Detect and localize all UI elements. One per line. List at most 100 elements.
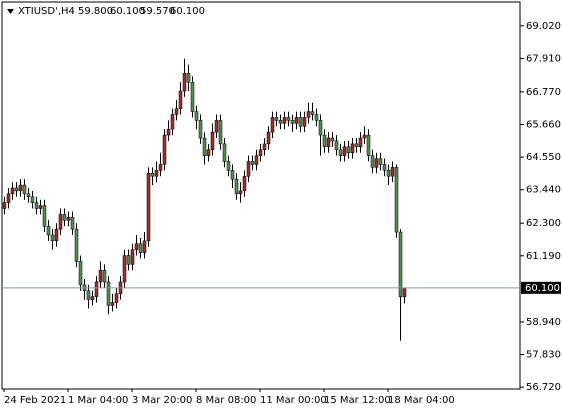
candle-body (258, 149, 263, 156)
candle-body (2, 202, 7, 209)
candle-body (102, 269, 107, 283)
candle-body (14, 187, 19, 192)
last-price-box (521, 281, 561, 294)
candle-body (142, 240, 147, 253)
candle-body (90, 296, 95, 300)
candle-body (222, 143, 227, 162)
candle-body (242, 175, 247, 192)
y-tick-label: 64.550 (526, 152, 561, 163)
y-tick-label: 58.940 (526, 317, 561, 328)
candle-body (150, 173, 155, 177)
candle-body (22, 184, 27, 195)
candle-body (374, 158, 379, 168)
symbol-icon (7, 9, 14, 14)
candle-body (98, 269, 103, 283)
candle-body (66, 217, 71, 221)
candle-body (382, 164, 387, 171)
candle-body (162, 134, 167, 165)
y-tick-label: 65.660 (526, 119, 561, 130)
candle-body (322, 134, 327, 148)
x-tick-label: 18 Mar 04:00 (388, 395, 455, 406)
y-tick-label: 63.440 (526, 185, 561, 196)
y-tick-label: 57.830 (526, 350, 561, 361)
candle-body (6, 193, 11, 203)
candle-body (290, 120, 295, 124)
candle-body (334, 140, 339, 151)
candle-body (46, 225, 51, 236)
candle-body (178, 90, 183, 109)
candle-body (62, 214, 67, 221)
candle-body (310, 111, 315, 115)
candle-body (254, 155, 259, 165)
candle-body (10, 187, 15, 195)
candle-body (78, 261, 83, 286)
candle-body (262, 143, 267, 151)
ohlc-low: 59.570 (140, 6, 175, 17)
candle-body (110, 302, 115, 306)
candle-body (338, 149, 343, 156)
candle-body (214, 120, 219, 133)
x-tick-label: 1 Mar 04:00 (68, 395, 128, 406)
y-tick-label: 69.020 (526, 21, 561, 32)
candle-body (18, 184, 23, 192)
candle-body (354, 143, 359, 148)
candle-body (386, 170, 391, 177)
y-tick-label: 67.910 (526, 53, 561, 64)
candle-body (342, 146, 347, 156)
candle-body (74, 228, 79, 262)
candle-body (314, 114, 319, 121)
candle-body (402, 287, 407, 297)
candle-body (346, 146, 351, 153)
candle-body (70, 217, 75, 230)
x-tick-label: 15 Mar 12:00 (324, 395, 391, 406)
ohlc-close: 60.100 (170, 6, 205, 17)
candle-body (210, 131, 215, 151)
candle-body (134, 243, 139, 250)
candle-body (130, 249, 135, 265)
candle-body (158, 164, 163, 171)
y-tick-label: 66.770 (526, 87, 561, 98)
candle-body (234, 178, 239, 195)
candle-body (190, 81, 195, 112)
candle-body (58, 214, 63, 230)
ohlc-open: 59.800 (78, 6, 113, 17)
x-tick-label: 8 Mar 08:00 (196, 395, 256, 406)
candle-body (282, 117, 287, 124)
candle-body (238, 190, 243, 195)
plot-frame (1, 1, 521, 390)
candle-body (270, 117, 275, 133)
candle-body (302, 117, 307, 127)
candle-body (330, 137, 335, 142)
symbol: XTIUSD',H4 (18, 6, 75, 17)
y-tick-label: 62.300 (526, 218, 561, 229)
candle-body (186, 73, 191, 83)
candle-body (126, 255, 131, 265)
candle-body (294, 117, 299, 124)
candle-body (266, 131, 271, 145)
candle-body (250, 161, 255, 165)
ohlc-high: 60.100 (110, 6, 145, 17)
candle-body (318, 120, 323, 136)
candle-body (286, 117, 291, 121)
candle-body (86, 290, 91, 300)
y-tick-label: 61.190 (526, 251, 561, 262)
candle-body (122, 255, 127, 283)
candle-body (26, 193, 31, 198)
candle-body (362, 134, 367, 139)
candle-body (114, 293, 119, 303)
candle-body (378, 158, 383, 165)
x-tick-label: 11 Mar 00:00 (260, 395, 327, 406)
x-tick-label: 3 Mar 20:00 (132, 395, 192, 406)
x-tick-label: 24 Feb 2021 (4, 395, 66, 406)
candle-body (398, 231, 403, 297)
candle-body (42, 205, 47, 227)
candle-body (94, 281, 99, 297)
candle-body (170, 114, 175, 130)
candle-body (146, 173, 151, 242)
candle-body (198, 120, 203, 139)
candle-body (246, 161, 251, 177)
candle-body (370, 155, 375, 168)
candle-body (106, 281, 111, 306)
